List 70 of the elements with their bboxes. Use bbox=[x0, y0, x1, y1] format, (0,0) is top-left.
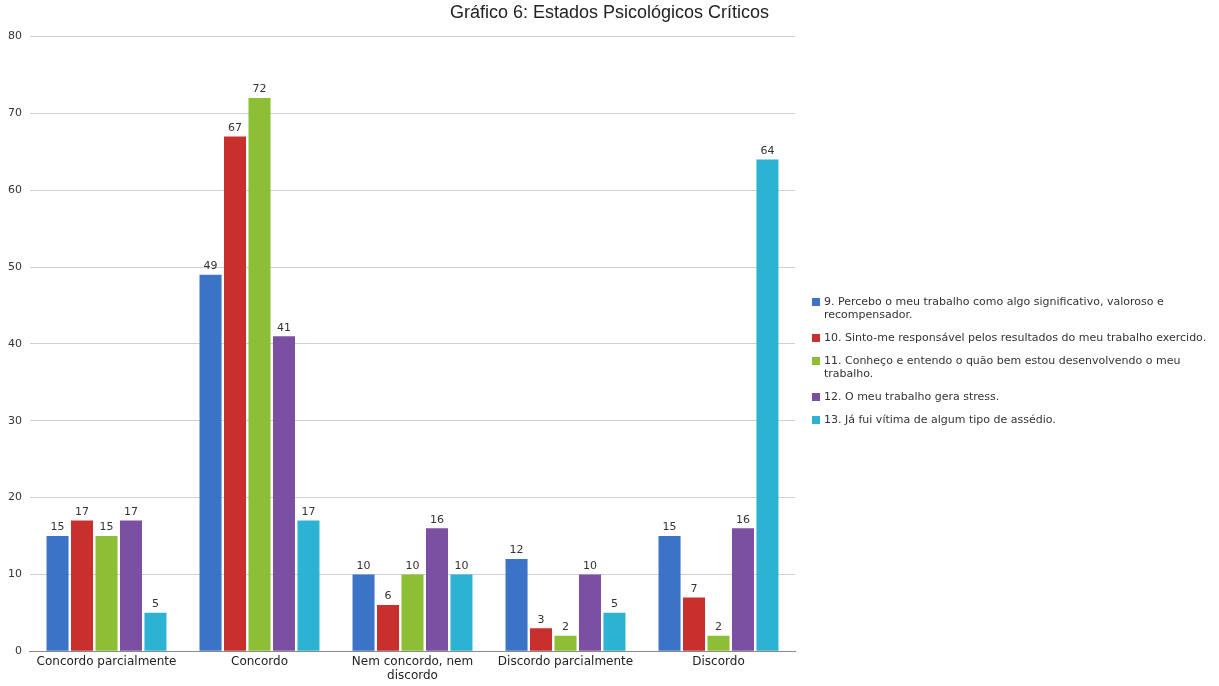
y-tick-label: 0 bbox=[15, 644, 22, 658]
data-label: 10 bbox=[582, 558, 597, 572]
data-label: 15 bbox=[99, 520, 114, 534]
data-label: 7 bbox=[690, 581, 698, 595]
bar bbox=[603, 612, 626, 651]
bar bbox=[71, 520, 94, 651]
bar bbox=[199, 274, 222, 651]
data-label: 72 bbox=[252, 82, 267, 96]
x-tick-label: Nem concordo, nem discordo bbox=[351, 653, 474, 682]
data-label: 17 bbox=[75, 504, 90, 518]
bar bbox=[377, 605, 400, 651]
bar bbox=[425, 528, 448, 651]
chart-title: Gráfico 6: Estados Psicológicos Críticos bbox=[448, 2, 771, 23]
bar bbox=[95, 535, 118, 651]
data-label: 5 bbox=[151, 597, 159, 611]
data-label: 10 bbox=[454, 558, 469, 572]
y-tick-label: 70 bbox=[8, 106, 22, 120]
bar bbox=[530, 628, 553, 651]
bar bbox=[272, 336, 295, 651]
data-label: 3 bbox=[537, 612, 545, 626]
x-tick-label: Concordo bbox=[231, 653, 288, 668]
legend-label: 11. Conheço e entendo o quão bem estou desenvolvendo o meu trabalho. bbox=[824, 354, 1182, 380]
data-label: 17 bbox=[301, 504, 316, 518]
y-tick-label: 30 bbox=[8, 413, 22, 427]
data-label: 12 bbox=[509, 543, 524, 557]
y-tick-label: 20 bbox=[8, 490, 22, 504]
bar bbox=[707, 635, 730, 651]
data-label: 15 bbox=[50, 520, 65, 534]
legend-label: 13. Já fui vítima de algum tipo de assédio. bbox=[824, 413, 1056, 426]
legend-label: 12. O meu trabalho gera stress. bbox=[824, 390, 1000, 403]
y-tick-label: 10 bbox=[8, 567, 22, 581]
y-tick-label: 40 bbox=[8, 336, 22, 350]
bar bbox=[683, 597, 706, 651]
bar bbox=[578, 574, 601, 651]
bar bbox=[144, 612, 167, 651]
bar bbox=[401, 574, 424, 651]
data-label: 17 bbox=[123, 504, 138, 518]
bar bbox=[297, 520, 320, 651]
bar bbox=[248, 98, 271, 651]
bar bbox=[505, 559, 528, 651]
data-label: 64 bbox=[760, 143, 775, 157]
bar bbox=[450, 574, 473, 651]
bar bbox=[352, 574, 375, 651]
legend-label: 10. Sinto-me responsável pelos resultados do meu trabalho exercido. bbox=[824, 331, 1207, 344]
y-tick-label: 80 bbox=[8, 29, 22, 43]
y-tick-label: 60 bbox=[8, 183, 22, 197]
x-tick-label: Discordo bbox=[692, 653, 745, 668]
bar bbox=[756, 159, 779, 651]
data-label: 10 bbox=[405, 558, 420, 572]
x-tick-label: Discordo parcialmente bbox=[497, 653, 634, 668]
y-tick-label: 50 bbox=[8, 259, 22, 273]
bar bbox=[46, 535, 69, 651]
bar bbox=[658, 535, 681, 651]
data-label: 2 bbox=[715, 620, 722, 634]
data-label: 16 bbox=[429, 512, 444, 526]
data-label: 15 bbox=[662, 520, 677, 534]
bar bbox=[119, 520, 142, 651]
bar bbox=[554, 635, 577, 651]
bar bbox=[224, 136, 247, 651]
data-label: 41 bbox=[276, 320, 291, 334]
bar bbox=[731, 528, 754, 651]
data-label: 10 bbox=[356, 558, 371, 572]
x-tick-label: Concordo parcialmente bbox=[36, 653, 177, 668]
data-label: 16 bbox=[735, 512, 750, 526]
legend-label: 9. Percebo o meu trabalho como algo significativo, valoroso e recompensador. bbox=[824, 295, 1165, 321]
data-label: 6 bbox=[384, 589, 392, 603]
data-label: 5 bbox=[610, 597, 618, 611]
data-label: 67 bbox=[228, 120, 243, 134]
data-label: 2 bbox=[562, 620, 569, 634]
data-label: 49 bbox=[203, 259, 218, 273]
